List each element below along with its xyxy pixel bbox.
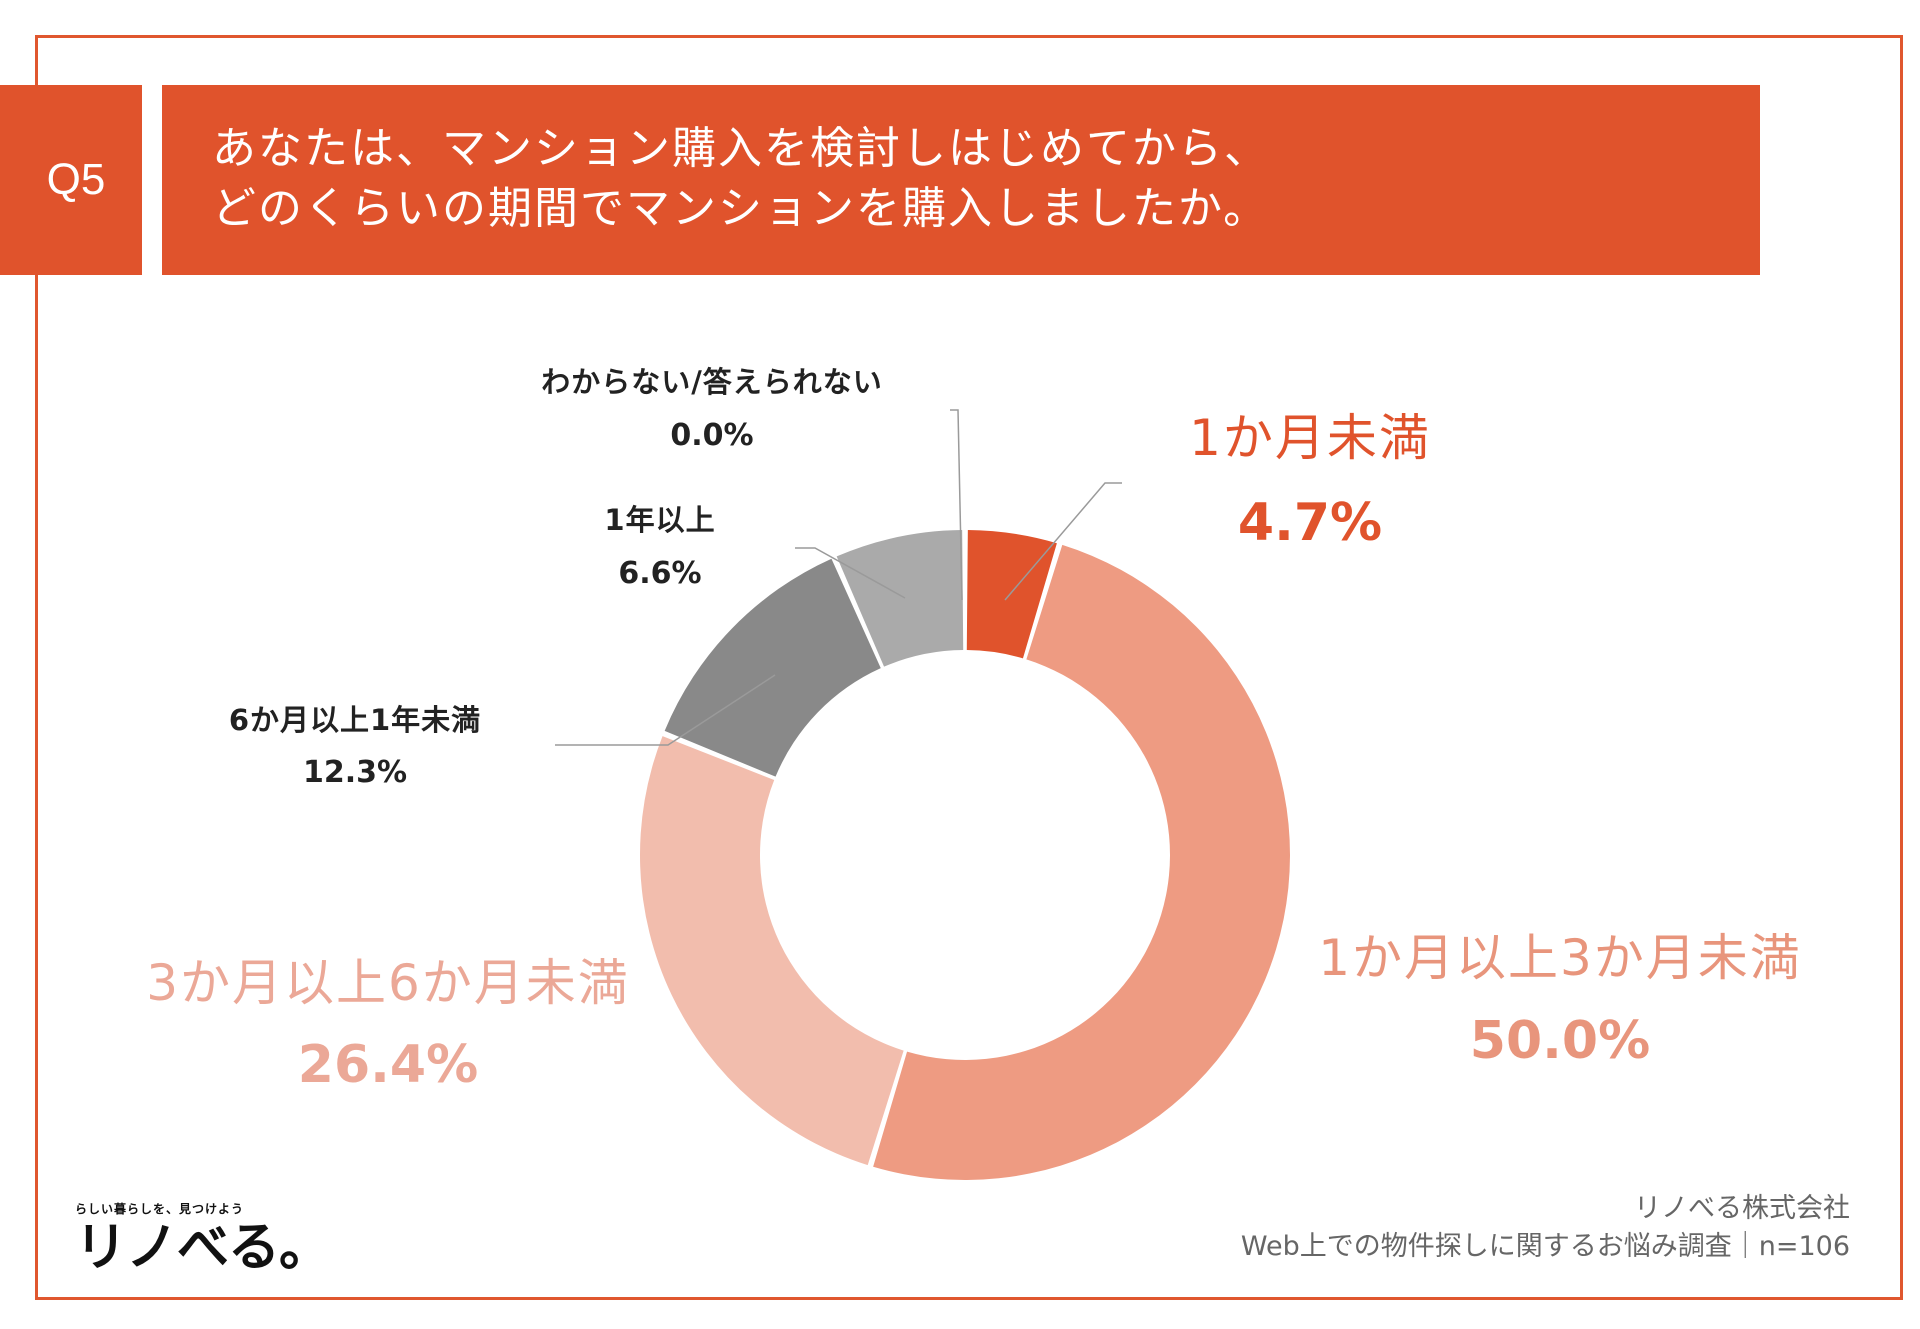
slice-category-label-2: 3か月以上6か月未満 (146, 954, 630, 1012)
leader-line-0 (1004, 482, 1122, 601)
donut-slices (640, 530, 1291, 1181)
logo-wordmark: リノべる。 (75, 1218, 331, 1278)
slice-value-label-5: 0.0% (670, 418, 753, 453)
donut-slice-1 (873, 544, 1291, 1181)
slice-value-label-3: 12.3% (303, 755, 407, 790)
leader-lines (555, 409, 1122, 746)
page-frame (35, 35, 1903, 1300)
slice-category-label-1: 1か月以上3か月未満 (1318, 929, 1802, 987)
slice-value-label-1: 50.0% (1470, 1011, 1650, 1071)
logo-tagline: らしい暮らしを、見つけよう (75, 1202, 245, 1216)
logo: らしい暮らしを、見つけよう リノべる。 (75, 1200, 331, 1279)
leader-line-4 (795, 547, 906, 599)
question-banner: あなたは、マンション購入を検討しはじめてから、 どのくらいの期間でマンションを購… (162, 85, 1760, 275)
footer-survey-info: Web上での物件探しに関するお悩み調査｜n=106 (1240, 1231, 1850, 1262)
slice-category-label-5: わからない/答えられない (541, 365, 883, 399)
slice-category-label-0: 1か月未満 (1189, 409, 1431, 467)
slice-value-label-4: 6.6% (618, 556, 701, 591)
donut-slice-3 (664, 558, 881, 777)
donut-slice-4 (836, 530, 964, 667)
footer-company-name: リノべる株式会社 (1634, 1193, 1850, 1224)
question-text-line-1: あなたは、マンション購入を検討しはじめてから、 (212, 123, 1270, 174)
slice-labels: 1か月未満 4.7% 1か月以上3か月未満 50.0% 3か月以上6か月未満 26.4% 6… (146, 365, 1802, 1095)
leader-line-3 (555, 674, 776, 746)
question-text-line-2: どのくらいの期間でマンションを購入しましたか。 (212, 183, 1270, 234)
donut-slice-2 (640, 736, 904, 1166)
slice-category-label-3: 6か月以上1年未満 (229, 703, 481, 737)
slice-value-label-2: 26.4% (298, 1035, 478, 1095)
leader-line-5 (950, 409, 963, 601)
donut-slice-0 (966, 530, 1057, 659)
footer-credit: リノべる株式会社 Web上での物件探しに関するお悩み調査｜n=106 (1241, 1190, 1850, 1266)
slice-value-label-0: 4.7% (1238, 493, 1382, 553)
slice-category-label-4: 1年以上 (604, 503, 715, 537)
question-number-badge: Q5 (0, 85, 142, 275)
